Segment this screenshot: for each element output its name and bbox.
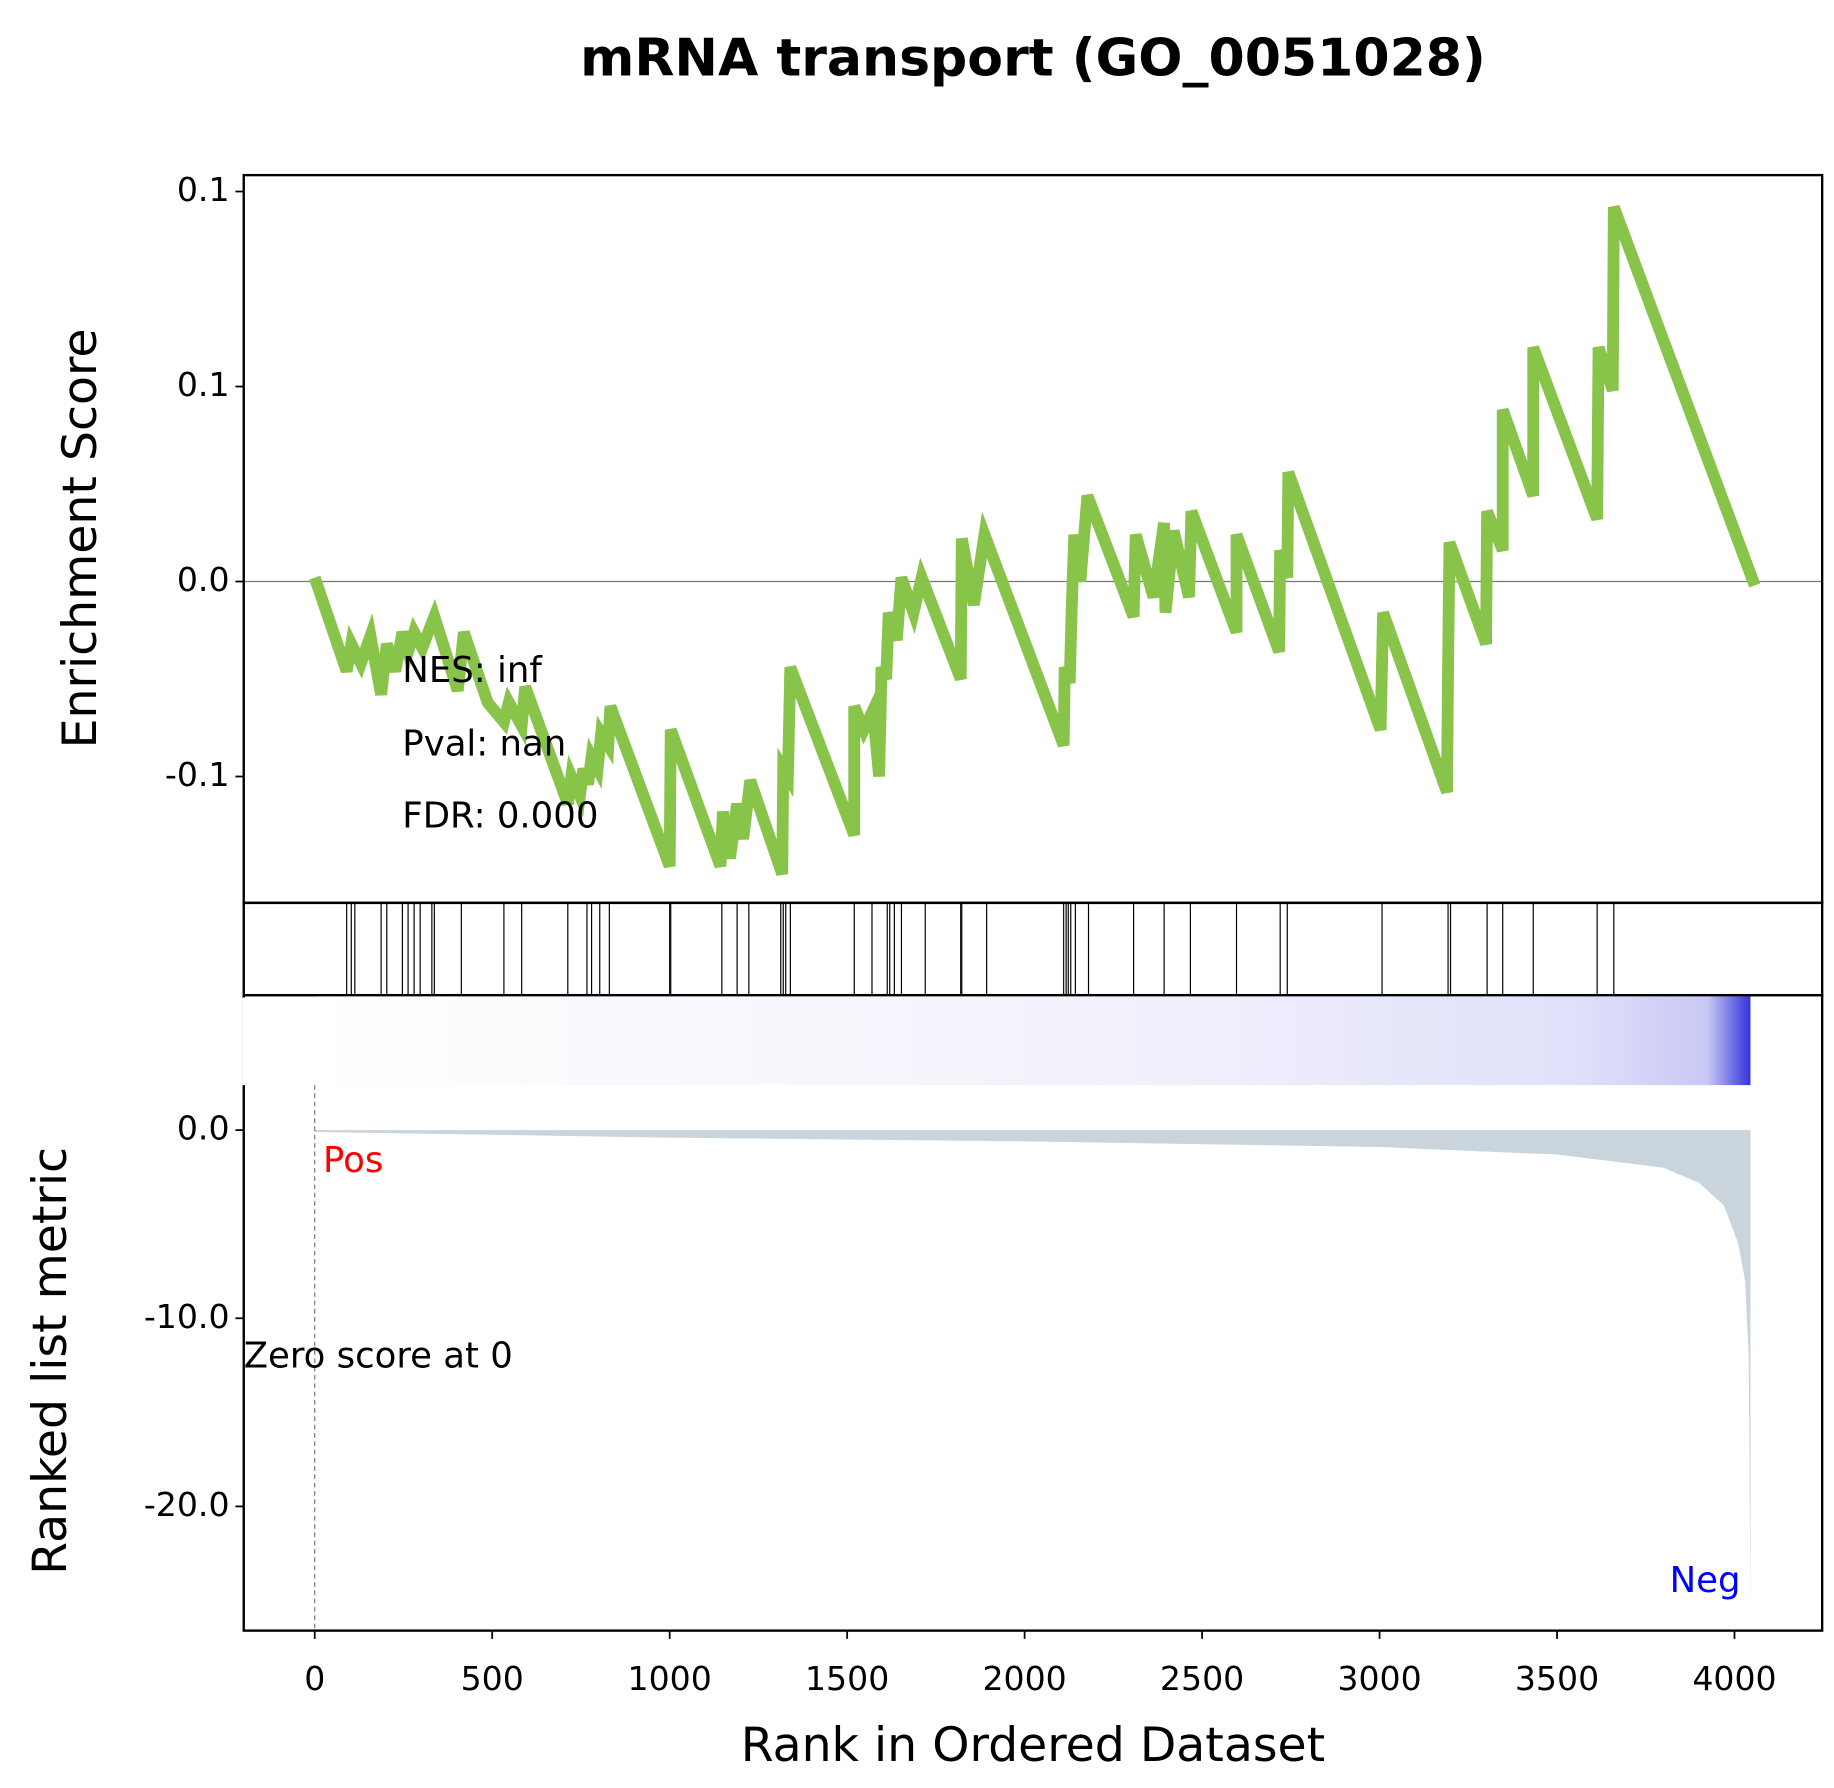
y-tick-label: 0.1: [177, 365, 230, 404]
axes-frame: [242, 173, 1824, 905]
annotation: FDR: 0.000: [402, 796, 598, 837]
y-tick-label: 0.1: [177, 170, 230, 209]
annotation: Zero score at 0: [244, 1335, 513, 1376]
y-tick-label: 0.0: [177, 560, 230, 599]
y-tick-label: -10.0: [144, 1297, 230, 1336]
frame-mask: [242, 997, 247, 1086]
y-axis-label: Enrichment Score: [53, 328, 108, 748]
annotation: Pos: [323, 1140, 383, 1181]
x-tick-label: 2000: [982, 1659, 1066, 1698]
x-tick-label: 4000: [1692, 1659, 1776, 1698]
x-axis-label: Rank in Ordered Dataset: [741, 1718, 1325, 1773]
axes-frame: [242, 901, 1824, 997]
x-tick-label: 0: [304, 1659, 325, 1698]
y-tick-label: -0.1: [165, 755, 230, 794]
chart-title: mRNA transport (GO_0051028): [580, 29, 1486, 89]
x-tick-label: 2500: [1160, 1659, 1244, 1698]
x-tick-label: 3000: [1337, 1659, 1421, 1698]
rank-gradient: [314, 995, 1751, 1086]
x-tick-label: 1500: [805, 1659, 889, 1698]
annotation: Neg: [1670, 1560, 1741, 1601]
axes-frame: [242, 993, 1824, 1632]
x-tick-label: 500: [461, 1659, 524, 1698]
x-tick-label: 1000: [628, 1659, 712, 1698]
annotation: Pval: nan: [402, 723, 566, 764]
metric-area: [314, 1130, 1751, 1610]
annotation: NES: inf: [402, 650, 543, 691]
enrichment-line: [309, 205, 1761, 876]
y-tick-label: 0.0: [177, 1109, 230, 1148]
y-tick-label: -20.0: [144, 1485, 230, 1524]
x-tick-label: 3500: [1515, 1659, 1599, 1698]
y-axis-label: Ranked list metric: [23, 1147, 78, 1575]
